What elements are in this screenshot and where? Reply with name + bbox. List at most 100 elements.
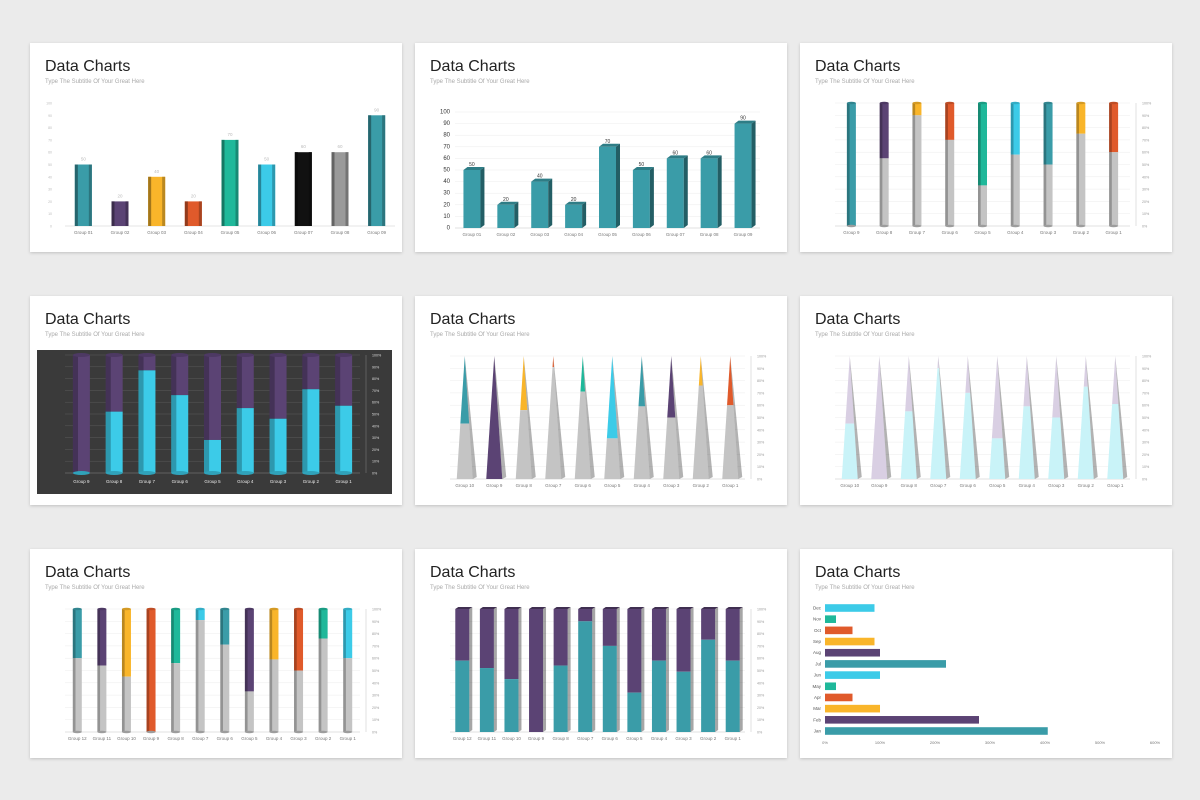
pyramid-bottom-segment bbox=[1048, 417, 1065, 479]
data-label: 20 bbox=[191, 193, 197, 198]
bar-cap bbox=[945, 101, 955, 105]
bar-group-group-10 bbox=[504, 607, 522, 732]
bar-side bbox=[739, 607, 743, 732]
y-tick-label: 10% bbox=[1142, 212, 1150, 216]
y-tick-label: 40% bbox=[757, 681, 765, 685]
slide-title: Data Charts bbox=[45, 564, 131, 581]
bar-bottom-segment bbox=[105, 411, 123, 473]
y-tick-label: 30% bbox=[1142, 441, 1150, 445]
bar-shade bbox=[195, 609, 199, 732]
y-tick-label: 100% bbox=[757, 355, 767, 359]
bar-side bbox=[567, 607, 571, 732]
category-label: Group 10 bbox=[117, 736, 136, 741]
bar-top-segment bbox=[676, 609, 691, 672]
bar bbox=[666, 158, 684, 228]
category-label: Group 9 bbox=[486, 483, 503, 488]
bar-bottom-segment bbox=[138, 370, 156, 473]
pyramid-side bbox=[582, 356, 595, 479]
category-label: Group 4 bbox=[266, 736, 283, 741]
bar-top-segment bbox=[529, 609, 544, 732]
bar-group-group-2 bbox=[692, 356, 713, 479]
bar-top-segment bbox=[1010, 103, 1020, 155]
bar-top bbox=[599, 143, 620, 147]
bar-jul bbox=[825, 660, 946, 668]
pyramid-top-segment bbox=[845, 356, 855, 424]
category-label: Group 6 bbox=[575, 483, 592, 488]
bar-group-group-06 bbox=[632, 167, 654, 228]
bar-group-group-6 bbox=[602, 607, 620, 732]
bar-group-group-10 bbox=[841, 356, 862, 479]
bar-base bbox=[879, 224, 889, 228]
bar bbox=[368, 115, 386, 226]
bar-top bbox=[553, 607, 571, 609]
bar-group-group-7 bbox=[195, 607, 205, 734]
bar-feb bbox=[825, 716, 979, 724]
y-tick-label: 80% bbox=[1142, 126, 1150, 130]
bar-group-group-04 bbox=[184, 201, 202, 226]
pyramid-top-segment bbox=[905, 356, 913, 412]
y-tick-label: 50% bbox=[1142, 416, 1150, 420]
y-tick-label: 30 bbox=[48, 188, 52, 192]
bar-side bbox=[480, 167, 485, 228]
bar-cap bbox=[912, 101, 922, 105]
bar-group-group-1 bbox=[722, 356, 743, 479]
y-tick-label: 30 bbox=[443, 191, 450, 197]
bar-base bbox=[204, 471, 221, 475]
pyramid-side bbox=[464, 356, 477, 479]
bar-shade bbox=[258, 164, 262, 226]
data-label: 60 bbox=[337, 144, 343, 149]
category-label: Group 5 bbox=[241, 736, 258, 741]
y-tick-label: 40% bbox=[757, 428, 765, 432]
category-label: Group 3 bbox=[1040, 230, 1057, 235]
bar-top-segment bbox=[335, 355, 353, 406]
bar-top-segment bbox=[343, 609, 353, 659]
slide-subtitle: Type The Subtitle Of Your Great Here bbox=[45, 332, 145, 338]
bar-base bbox=[220, 730, 230, 734]
bar-top-segment bbox=[244, 609, 254, 692]
bar bbox=[184, 201, 202, 226]
bar bbox=[294, 152, 312, 226]
bar-shade bbox=[97, 609, 101, 732]
y-tick-label: 0% bbox=[372, 472, 378, 476]
bar-top bbox=[455, 607, 473, 609]
bar-top-segment bbox=[220, 609, 230, 645]
y-tick-label: 70% bbox=[757, 644, 765, 648]
bar-cap bbox=[97, 607, 107, 611]
category-label: Apr bbox=[814, 695, 822, 700]
bar-shade bbox=[912, 103, 916, 226]
y-tick-label: 70% bbox=[1142, 138, 1150, 142]
slide-title: Data Charts bbox=[45, 58, 131, 75]
bar-shade bbox=[272, 164, 276, 226]
pyramid-bottom-segment bbox=[574, 391, 591, 479]
category-label: Group 09 bbox=[367, 230, 386, 235]
bar-shade bbox=[111, 201, 115, 226]
pyramid-top-segment bbox=[698, 356, 703, 386]
data-label: 40 bbox=[154, 169, 160, 174]
bar-bottom-segment bbox=[1010, 154, 1020, 226]
bar-bottom-segment bbox=[1043, 164, 1053, 226]
bar-top-segment bbox=[455, 609, 470, 661]
bar-cap bbox=[269, 607, 279, 611]
pyramid-top-segment bbox=[460, 356, 470, 424]
y-tick-label: 70 bbox=[48, 138, 52, 142]
category-label: Group 06 bbox=[257, 230, 276, 235]
bar-top-segment bbox=[146, 609, 156, 732]
bar-group-group-06 bbox=[258, 164, 276, 226]
category-label: Group 6 bbox=[602, 736, 619, 741]
bar-base bbox=[335, 471, 353, 475]
y-tick-label: 10% bbox=[757, 718, 765, 722]
bar-group-group-2 bbox=[701, 607, 719, 732]
bar-group-group-7 bbox=[912, 101, 922, 228]
y-tick-label: 60% bbox=[757, 657, 765, 661]
bar-top-segment bbox=[504, 609, 519, 680]
bar-jun bbox=[825, 671, 880, 679]
pyramid-top-segment bbox=[1023, 356, 1031, 407]
bar-shade bbox=[978, 103, 981, 226]
bar-base bbox=[1010, 224, 1020, 228]
pyramid-bottom-segment bbox=[633, 406, 650, 479]
slide-bar-chart: Data Charts Type The Subtitle Of Your Gre… bbox=[30, 43, 402, 252]
y-tick-label: 100% bbox=[757, 608, 767, 612]
bar-cap bbox=[343, 607, 353, 611]
bar-top-segment bbox=[701, 609, 716, 640]
bar-side bbox=[514, 201, 519, 228]
